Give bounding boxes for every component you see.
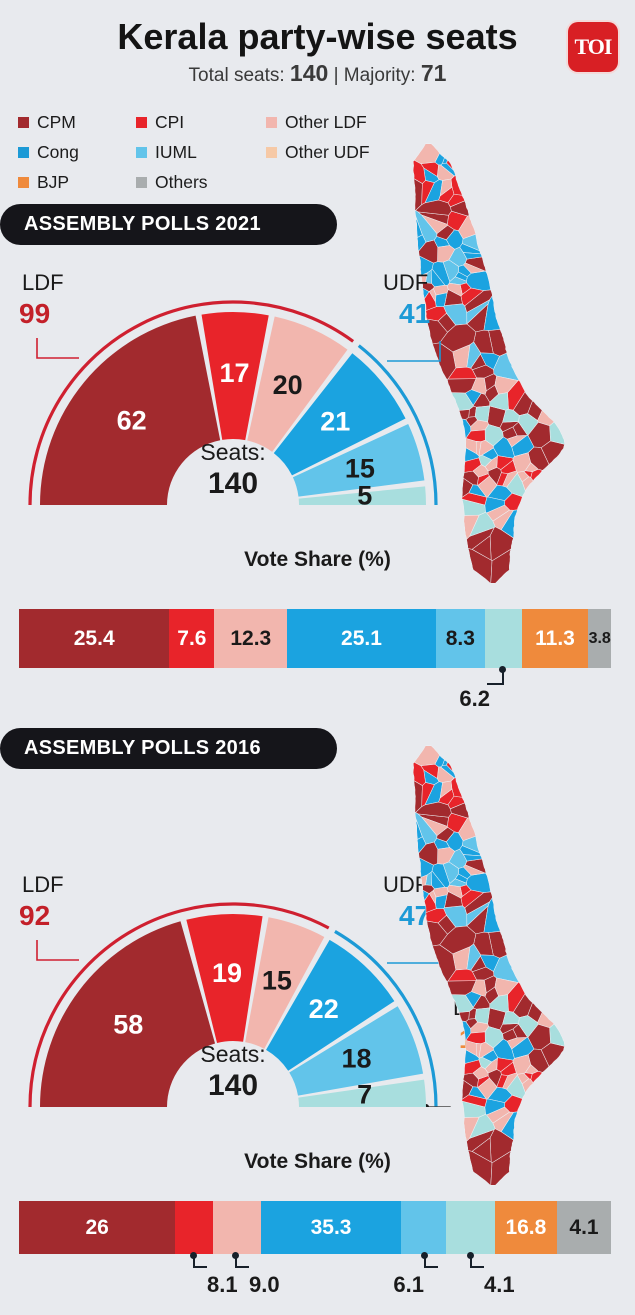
svg-text:LDF: LDF [22, 872, 64, 897]
svg-text:41: 41 [399, 298, 430, 329]
svg-text:140: 140 [208, 1069, 258, 1102]
svg-text:7: 7 [357, 1080, 372, 1107]
svg-text:62: 62 [117, 406, 147, 436]
svg-text:15: 15 [345, 454, 375, 484]
svg-text:Seats:: Seats: [200, 1041, 265, 1067]
svg-text:22: 22 [309, 994, 339, 1024]
svg-text:15: 15 [262, 966, 292, 996]
svg-text:Seats:: Seats: [200, 439, 265, 465]
svg-text:5: 5 [357, 481, 372, 505]
svg-text:LDF: LDF [22, 270, 64, 295]
svg-text:140: 140 [208, 467, 258, 500]
svg-text:18: 18 [341, 1043, 371, 1073]
svg-text:19: 19 [212, 958, 242, 988]
svg-text:20: 20 [273, 370, 303, 400]
svg-text:92: 92 [19, 900, 50, 931]
svg-text:17: 17 [219, 358, 249, 388]
svg-text:99: 99 [19, 298, 50, 329]
svg-text:UDF: UDF [383, 270, 428, 295]
svg-text:58: 58 [113, 1010, 143, 1040]
svg-text:21: 21 [320, 407, 350, 437]
